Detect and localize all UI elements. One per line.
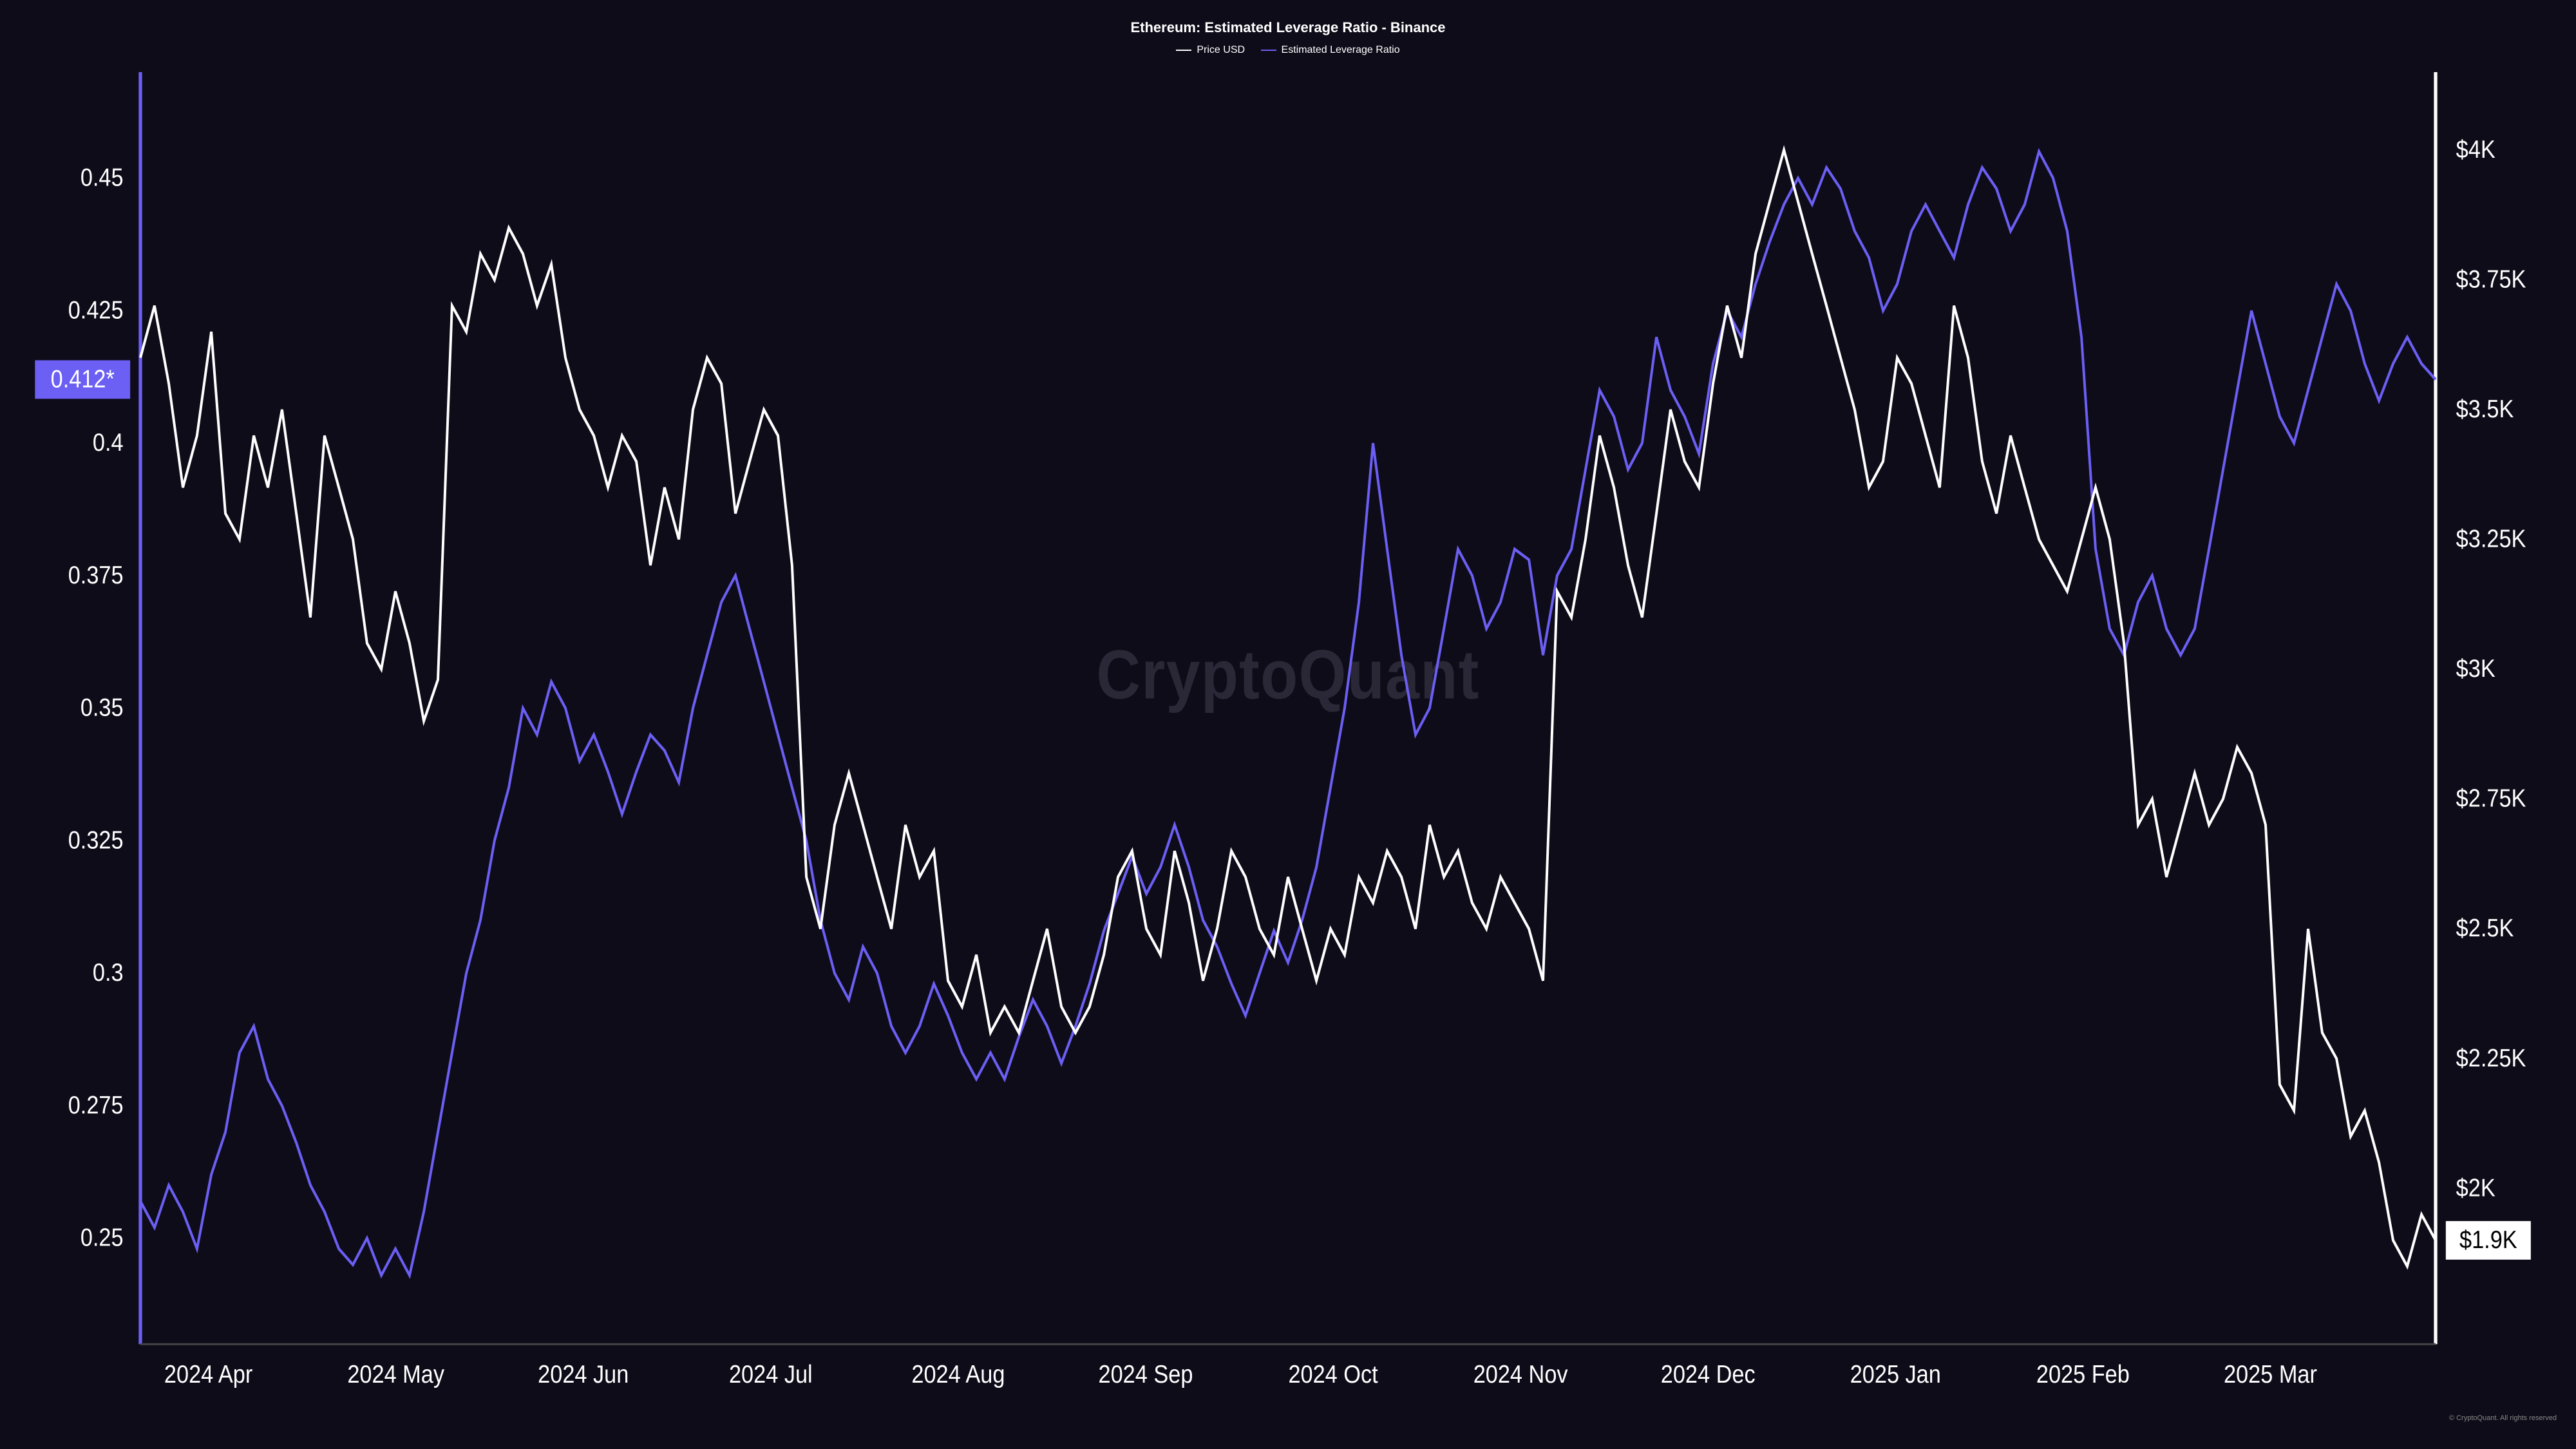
svg-text:$1.9K: $1.9K [2459,1226,2517,1253]
svg-text:0.4: 0.4 [93,428,124,456]
svg-text:$3.75K: $3.75K [2456,265,2526,292]
legend-item-leverage: Estimated Leverage Ratio [1261,44,1400,56]
svg-text:$2.5K: $2.5K [2456,914,2514,942]
svg-text:2025 Feb: 2025 Feb [2036,1360,2130,1388]
svg-text:$3.5K: $3.5K [2456,395,2514,422]
svg-text:0.35: 0.35 [80,694,124,721]
svg-text:0.325: 0.325 [68,826,124,853]
legend-swatch-price [1176,50,1191,51]
svg-text:CryptoQuant: CryptoQuant [1096,636,1479,714]
svg-text:2024 Aug: 2024 Aug [911,1360,1005,1388]
svg-text:$3.25K: $3.25K [2456,525,2526,553]
svg-text:$2K: $2K [2456,1173,2496,1201]
svg-text:0.375: 0.375 [68,561,124,589]
svg-text:2024 Jun: 2024 Jun [538,1360,629,1388]
legend-swatch-leverage [1261,50,1276,51]
svg-text:2024 Oct: 2024 Oct [1288,1360,1378,1388]
chart-svg: CryptoQuant 0.25 0.275 0.3 0.325 0.35 0.375 0.4… [13,62,2563,1412]
svg-text:2024 Apr: 2024 Apr [164,1360,252,1388]
chart-footer: © CryptoQuant. All rights reserved [13,1414,2563,1422]
legend-label-leverage: Estimated Leverage Ratio [1282,44,1400,56]
chart-container: Ethereum: Estimated Leverage Ratio - Bin… [0,0,2576,1449]
svg-text:0.275: 0.275 [68,1091,124,1119]
svg-text:2024 Jul: 2024 Jul [729,1360,813,1388]
chart-legend: Price USD Estimated Leverage Ratio [13,43,2563,56]
svg-text:2024 Nov: 2024 Nov [1473,1360,1568,1388]
svg-text:$2.25K: $2.25K [2456,1044,2526,1072]
svg-text:0.25: 0.25 [80,1224,124,1251]
svg-text:$4K: $4K [2456,135,2496,163]
svg-text:$2.75K: $2.75K [2456,784,2526,812]
chart-title: Ethereum: Estimated Leverage Ratio - Bin… [13,19,2563,36]
svg-text:$3K: $3K [2456,654,2496,682]
svg-text:2024 Dec: 2024 Dec [1661,1360,1756,1388]
svg-text:2024 Sep: 2024 Sep [1099,1360,1193,1388]
svg-text:0.412*: 0.412* [51,365,115,392]
svg-text:2025 Mar: 2025 Mar [2224,1360,2317,1388]
legend-item-price: Price USD [1176,44,1245,56]
plot-area: CryptoQuant 0.25 0.275 0.3 0.325 0.35 0.375 0.4… [13,62,2563,1412]
svg-text:0.45: 0.45 [80,164,124,191]
svg-text:2024 May: 2024 May [347,1360,444,1388]
svg-text:0.425: 0.425 [68,296,124,323]
legend-label-price: Price USD [1197,44,1245,56]
svg-text:0.3: 0.3 [93,958,124,986]
svg-text:2025 Jan: 2025 Jan [1850,1360,1941,1388]
